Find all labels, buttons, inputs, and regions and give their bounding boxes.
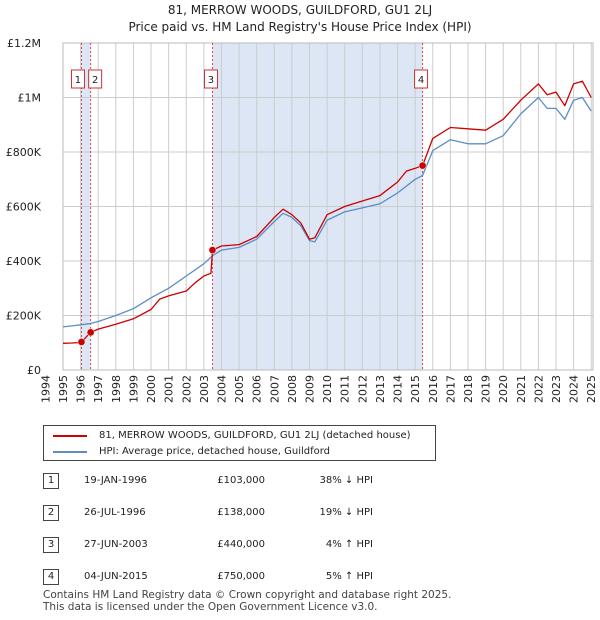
x-tick-label: 2021 — [515, 375, 528, 403]
sale-point — [86, 328, 95, 337]
sale-date: 04-JUN-2015 — [84, 571, 148, 582]
chart-title-line2: Price paid vs. HM Land Registry's House … — [128, 20, 472, 34]
x-tick-label: 2016 — [427, 375, 440, 403]
x-tick-label: 1997 — [92, 375, 105, 403]
x-tick-label: 2010 — [321, 375, 334, 403]
x-tick-label: 1998 — [110, 375, 123, 403]
y-tick-label: £600K — [6, 201, 42, 214]
sale-marker-label: 1 — [75, 75, 81, 86]
x-tick-label: 2019 — [480, 375, 493, 403]
x-tick-label: 2023 — [550, 375, 563, 403]
legend-swatch-hpi — [53, 450, 87, 453]
sale-date: 27-JUN-2003 — [84, 539, 148, 550]
x-tick-label: 1995 — [57, 375, 70, 403]
y-tick-label: £0 — [27, 364, 41, 377]
sale-hpi-change: 4% ↑ HPI — [325, 539, 373, 550]
x-tick-label: 2003 — [198, 375, 211, 403]
x-tick-label: 2017 — [444, 375, 457, 403]
x-tick-label: 2001 — [163, 375, 176, 403]
x-tick-label: 2004 — [215, 375, 228, 403]
sale-marker-label: 3 — [208, 75, 214, 86]
x-tick-label: 2018 — [462, 375, 475, 403]
sale-number: 4 — [43, 569, 59, 585]
sale-marker-label: 2 — [92, 75, 98, 86]
legend-swatch-property — [53, 434, 87, 437]
x-tick-label: 2022 — [532, 375, 545, 403]
x-tick-label: 2015 — [409, 375, 422, 403]
y-tick-label: £1.2M — [7, 37, 41, 50]
x-tick-label: 2007 — [268, 375, 281, 403]
sale-marker-box — [203, 69, 218, 89]
x-tick-label: 2013 — [374, 375, 387, 403]
legend-item-property: 81, MERROW WOODS, GUILDFORD, GU1 2LJ (de… — [44, 427, 411, 444]
footer: Contains HM Land Registry data © Crown c… — [43, 589, 451, 613]
sale-number: 1 — [43, 473, 59, 489]
plot-area — [62, 42, 594, 371]
hpi-line — [62, 96, 592, 328]
sale-date: 19-JAN-1996 — [84, 475, 148, 486]
x-tick-label: 2024 — [568, 375, 581, 403]
x-tick-label: 2005 — [233, 375, 246, 403]
sale-marker-box — [414, 69, 429, 89]
property-price-line — [62, 80, 592, 344]
x-tick-label: 2011 — [339, 375, 352, 403]
footer-licence: This data is licensed under the Open Gov… — [43, 601, 378, 613]
chart-title-line1: 81, MERROW WOODS, GUILDFORD, GU1 2LJ — [167, 3, 433, 17]
sale-marker-label: 4 — [418, 75, 424, 86]
sale-point — [418, 161, 427, 170]
sale-price: £103,000 — [217, 475, 265, 486]
sale-hpi-change: 5% ↑ HPI — [325, 571, 373, 582]
sale-hpi-change: 19% ↓ HPI — [319, 507, 373, 518]
x-tick-label: 2020 — [497, 375, 510, 403]
x-tick-label: 1996 — [75, 375, 88, 403]
sale-price: £750,000 — [217, 571, 265, 582]
sale-marker-box — [88, 69, 103, 89]
sale-price: £440,000 — [217, 539, 265, 550]
x-tick-label: 2008 — [286, 375, 299, 403]
sale-point — [208, 246, 217, 254]
sale-price: £138,000 — [217, 507, 265, 518]
sale-point — [77, 338, 86, 346]
sale-marker-box — [70, 69, 85, 89]
y-tick-label: £400K — [6, 255, 42, 268]
y-tick-label: £800K — [6, 146, 42, 159]
sale-number: 2 — [43, 505, 59, 521]
y-tick-label: £1M — [18, 92, 42, 105]
y-tick-label: £200K — [6, 310, 42, 323]
footer-copyright: Contains HM Land Registry data © Crown c… — [43, 589, 452, 601]
sale-hpi-change: 38% ↓ HPI — [319, 475, 373, 486]
sale-number: 3 — [43, 537, 59, 553]
legend-label-property: 81, MERROW WOODS, GUILDFORD, GU1 2LJ (de… — [99, 430, 411, 441]
x-tick-label: 2000 — [145, 375, 158, 403]
legend-item-hpi: HPI: Average price, detached house, Guil… — [44, 443, 330, 460]
x-tick-label: 2002 — [180, 375, 193, 403]
sale-date: 26-JUL-1996 — [84, 507, 146, 518]
x-tick-label: 2012 — [356, 375, 369, 403]
x-tick-label: 2014 — [392, 375, 405, 403]
price-chart: £0 £200K £400K £600K £800K £1M £1.2M 1994 1995 19… — [6, 37, 598, 403]
chart-title: 81, MERROW WOODS, GUILDFORD, GU1 2LJ Pri… — [0, 2, 600, 36]
x-tick-label: 2006 — [251, 375, 264, 403]
x-tick-label: 2009 — [304, 375, 317, 403]
legend-label-hpi: HPI: Average price, detached house, Guil… — [99, 446, 331, 457]
x-tick-label: 1994 — [39, 375, 52, 403]
x-tick-label: 2025 — [585, 375, 598, 403]
x-tick-label: 1999 — [127, 375, 140, 403]
legend: 81, MERROW WOODS, GUILDFORD, GU1 2LJ (de… — [43, 425, 436, 461]
